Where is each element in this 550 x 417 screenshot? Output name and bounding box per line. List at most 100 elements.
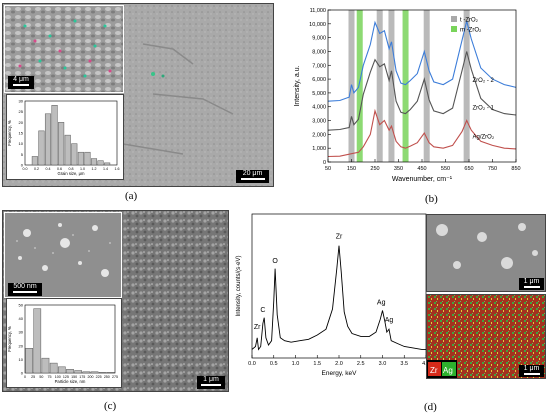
y-tick-label: 10,000 [309,22,326,28]
x-tick-label: 850 [511,166,520,172]
hist-ytick: 50 [19,303,24,308]
hist-xtick: 1.2 [92,167,97,171]
hist-ylabel: Frequency, % [7,120,12,146]
hist-xtick: 1.4 [103,167,108,171]
hist-bar [57,366,66,374]
hist-bar [71,143,78,166]
peak-label: C [260,307,265,314]
hist-xtick: 75 [48,375,52,379]
hist-bar [38,130,45,166]
y-tick-label: 9,000 [312,36,326,42]
x-tick-label: 650 [464,166,473,172]
hist-bar [104,162,111,166]
y-tick-label: 1,000 [312,146,326,152]
histogram-inset-a: 0 5 10 15 20 25 30 0.0 0.2 0.4 0.6 0.8 1.0 1.2 1.4 1.6 G… [6,94,124,180]
hist-bar [58,122,65,166]
y-tick-label: 6,000 [312,77,326,83]
x-tick-label: 150 [347,166,356,172]
x-tick-label: 550 [441,166,450,172]
hist-bar [44,113,52,166]
x-tick-label: 50 [325,166,331,172]
hist-bar [33,308,42,374]
x-tick-label: 350 [394,166,403,172]
y-axis-label: Intensity, a.u. [294,65,301,106]
peak-label: Zr [336,233,343,240]
hist-ytick: 15 [19,131,24,136]
y-tick-label: 3,000 [312,119,326,125]
band-m-zro2 [402,10,409,162]
hist-xtick: 0.4 [46,167,51,171]
scale-bar-d-bottom: 1 μm [519,365,544,377]
hist-ytick: 0 [21,163,24,168]
hist-xtick: 200 [87,375,93,379]
legend-swatch-t [451,16,457,22]
band-t-zro2 [423,10,430,162]
x-tick-label: 750 [488,166,497,172]
series-line [327,20,517,102]
hist-ytick: 30 [19,99,24,104]
eds-spectrum-line [251,245,426,351]
hist-ytick: 0 [21,371,24,376]
hist-ytick: 5 [21,152,24,157]
y-tick-label: 2,000 [312,132,326,138]
y-tick-label: 8,000 [312,49,326,55]
hist-xtick: 0.2 [34,167,39,171]
hist-bar [107,372,115,374]
x-axis-label: Energy, keV [322,370,358,377]
hist-bar [77,151,84,166]
scale-bar-inset-a: 4 μm [8,76,34,89]
legend-t: t -ZrO₂ [460,18,479,24]
hist-xtick: 1.6 [115,167,120,171]
series-line [327,108,517,158]
hist-xtick: 25 [31,375,35,379]
y-tick-label: 11,000 [310,8,326,14]
x-tick-label: 1.5 [313,361,321,367]
hist-xtick: 250 [104,375,110,379]
scale-bar-d-top: 1 μm [519,278,544,290]
hist-bar [41,357,50,374]
band-t-zro2 [376,10,383,162]
hist-ytick: 30 [19,330,24,335]
band-t-zro2 [463,10,470,162]
histogram-inset-c: 0 10 20 30 40 50 0 25 50 75 100 125 150 175 200 225 250 2… [6,298,122,388]
sem-inset-a: 4 μm [4,5,124,93]
hist-bar [74,370,83,374]
curve-label: ZrO₂ - 2 [473,78,495,84]
y-tick-label: 7,000 [312,63,326,69]
hist-bar [66,369,74,374]
hist-ytick: 10 [19,141,24,146]
hist-xtick: 0.6 [57,167,62,171]
hist-bar [31,156,38,166]
peak-label: O [272,258,278,265]
hist-bar [90,158,98,166]
hist-bar [97,160,104,166]
band-m-zro2 [356,10,363,162]
x-tick-label: 2.0 [335,361,343,367]
eds-map-d: Zr Ag 1 μm [426,294,546,379]
hist-ytick: 25 [19,109,24,114]
hist-xlabel: Particle size, nm [55,379,86,384]
legend-m: m -ZrO₂ [460,28,482,34]
hist-bar [25,348,33,374]
y-tick-label: 5,000 [312,91,326,97]
hist-xtick: 50 [39,375,43,379]
hist-ytick: 20 [19,120,24,125]
hist-xtick: 1.0 [80,167,85,171]
hist-bar [49,362,58,374]
x-tick-label: 250 [370,166,379,172]
panel-label-c: (c) [104,400,117,412]
x-tick-label: 3.0 [379,361,387,367]
sem-inset-c: 500 nm [4,212,122,298]
series-line [327,51,517,131]
hist-xtick: 0.8 [69,167,74,171]
hist-xtick: 275 [112,375,118,379]
scale-bar-inset-c: 500 nm [8,283,42,296]
x-tick-label: 0.0 [248,361,256,367]
curve-label: ZrO₂ - 1 [473,105,495,111]
x-tick-label: 450 [417,166,426,172]
scale-bar-main-a: 20 μm [236,170,269,183]
panel-label-d: (d) [424,401,437,413]
raman-chart-b: 0 1,000 2,000 3,000 4,000 5,000 6,000 7,000 8,00… [291,2,548,192]
hist-frame [24,100,118,166]
hist-xtick: 125 [63,375,69,379]
